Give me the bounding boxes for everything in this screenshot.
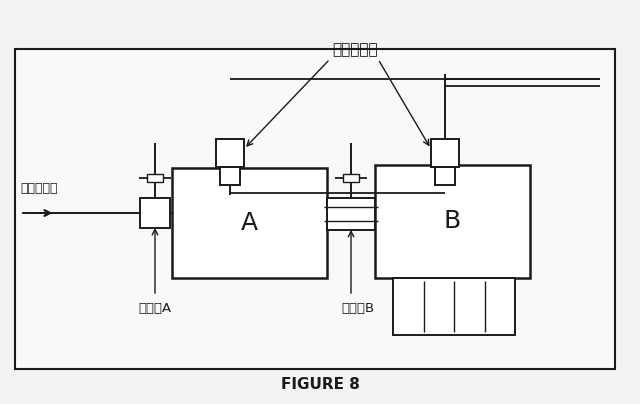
Bar: [147, 174, 163, 182]
Text: FIGURE 8: FIGURE 8: [280, 377, 360, 392]
Text: B: B: [444, 210, 461, 234]
Bar: [343, 174, 359, 182]
Bar: [375, 165, 530, 278]
Text: バルブB: バルブB: [341, 303, 374, 316]
Bar: [431, 139, 459, 167]
Bar: [15, 49, 615, 369]
Bar: [216, 139, 244, 167]
Text: バルブA: バルブA: [138, 303, 172, 316]
Bar: [140, 198, 170, 228]
Bar: [435, 167, 455, 185]
Text: 圧力変換器: 圧力変換器: [332, 42, 378, 57]
Text: ガス流入口: ガス流入口: [20, 183, 58, 196]
Bar: [327, 198, 375, 230]
Bar: [172, 168, 327, 278]
Bar: [393, 278, 515, 335]
Bar: [220, 167, 240, 185]
Text: A: A: [241, 211, 258, 235]
